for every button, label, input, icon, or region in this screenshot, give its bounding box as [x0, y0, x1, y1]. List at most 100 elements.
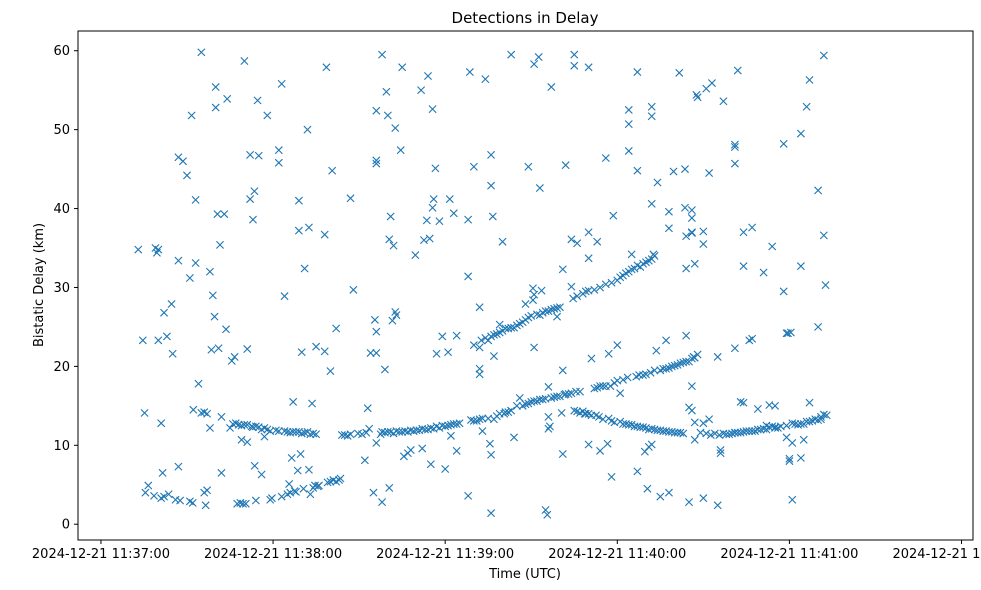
data-point [216, 240, 224, 249]
data-point [299, 484, 308, 493]
data-point [624, 120, 633, 129]
plot-frame [77, 30, 974, 541]
data-point [785, 457, 794, 466]
data-point [530, 290, 539, 299]
x-tick-label: 2024-12-21 11:37:00 [32, 547, 170, 562]
data-point [469, 341, 478, 350]
data-point [593, 237, 602, 246]
data-point [445, 195, 454, 204]
data-point [786, 328, 795, 337]
data-point [310, 481, 319, 490]
data-point [616, 389, 625, 398]
data-point [788, 419, 797, 428]
data-point [449, 209, 458, 218]
data-point [535, 184, 544, 193]
data-point [220, 210, 229, 219]
data-point [419, 236, 428, 245]
data-point [487, 150, 496, 159]
data-point [627, 250, 636, 259]
data-point [383, 427, 392, 436]
data-point [730, 140, 739, 149]
data-point [641, 370, 650, 379]
data-point [543, 510, 552, 519]
data-point [205, 267, 214, 276]
data-point [300, 264, 309, 273]
data-point [564, 390, 573, 398]
data-point [716, 449, 725, 458]
data-point [210, 312, 219, 321]
data-point [475, 370, 484, 379]
data-point [428, 105, 437, 114]
data-point [418, 444, 427, 453]
data-point [679, 429, 688, 438]
data-point [601, 154, 610, 163]
data-point [681, 203, 689, 212]
data-point [498, 237, 507, 246]
data-point [814, 322, 823, 331]
data-point [662, 336, 671, 345]
data-point [426, 460, 435, 469]
data-point [309, 429, 318, 438]
data-point [312, 430, 321, 439]
data-point [580, 409, 589, 418]
data-point [230, 352, 239, 361]
data-point [664, 488, 673, 497]
data-point [730, 143, 739, 151]
data-point [222, 325, 231, 334]
data-point [739, 228, 748, 237]
data-point [682, 264, 691, 273]
data-point [441, 464, 450, 473]
data-point [664, 224, 673, 233]
data-point [581, 287, 590, 296]
data-point [385, 483, 394, 492]
data-point [604, 349, 613, 358]
data-point [399, 452, 408, 461]
data-point [217, 468, 226, 477]
data-point [154, 336, 163, 345]
data-point [639, 371, 648, 380]
data-point [253, 96, 262, 105]
data-point [211, 103, 220, 112]
data-point [601, 280, 610, 289]
data-point [485, 439, 494, 448]
data-point [441, 422, 450, 431]
data-point [254, 151, 263, 160]
data-point [796, 420, 805, 428]
data-point [366, 348, 375, 357]
y-tick-label: 0 [62, 518, 70, 533]
data-point [515, 393, 524, 402]
data-point [584, 228, 593, 237]
data-point [251, 422, 260, 431]
data-point [779, 139, 788, 148]
data-point [185, 274, 194, 282]
data-point [521, 400, 530, 409]
data-point [426, 423, 435, 432]
data-point [507, 323, 516, 332]
y-tick-label: 50 [53, 123, 70, 138]
data-point [464, 491, 473, 500]
data-point [753, 405, 762, 413]
data-point [160, 308, 169, 317]
data-point [234, 420, 243, 429]
data-point [328, 166, 337, 175]
data-point [687, 228, 696, 237]
data-point [475, 415, 484, 424]
data-point [417, 86, 426, 95]
data-point [444, 348, 453, 357]
data-point [521, 300, 530, 309]
data-point [537, 286, 546, 295]
data-point [693, 350, 702, 359]
data-point [619, 375, 628, 384]
data-point [336, 474, 345, 483]
data-point [250, 461, 259, 470]
data-point [183, 171, 191, 180]
data-point [217, 412, 226, 421]
data-point [736, 428, 745, 437]
data-point [372, 159, 381, 168]
data-point [411, 251, 420, 260]
data-point [733, 66, 742, 75]
data-point [406, 446, 415, 455]
data-point [558, 366, 567, 375]
data-point [624, 420, 633, 429]
data-point [438, 332, 447, 341]
